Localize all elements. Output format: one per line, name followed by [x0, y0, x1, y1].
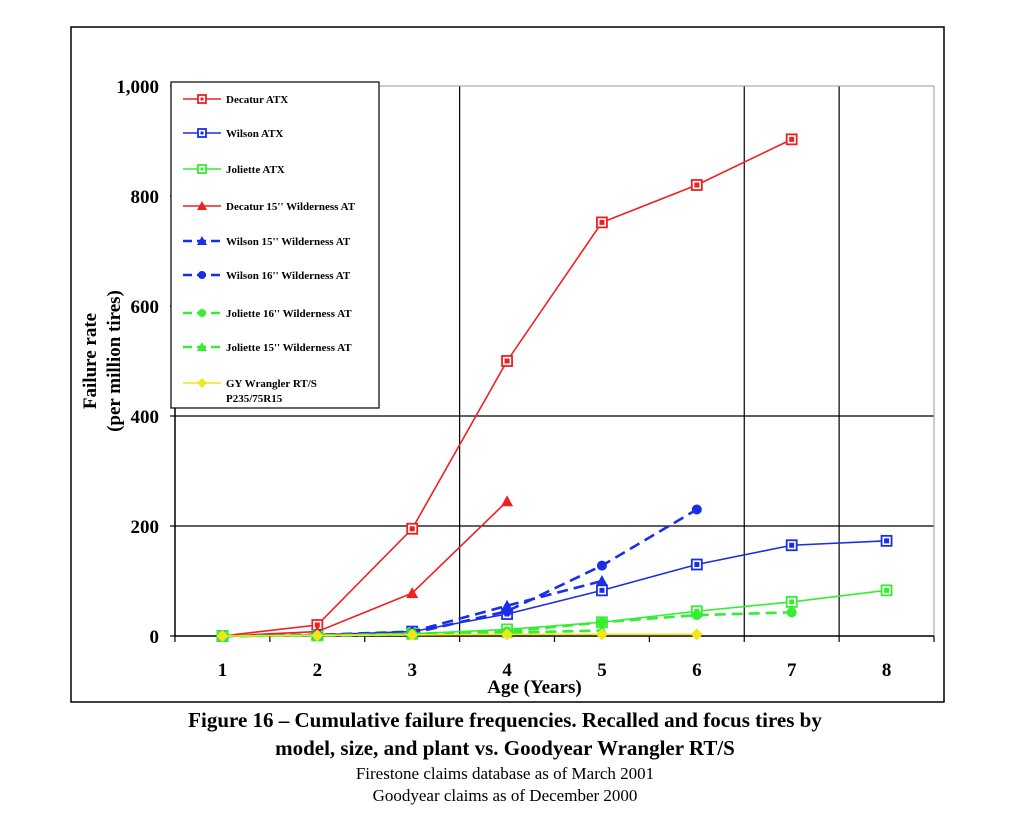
- data-point-core: [409, 526, 415, 532]
- data-point-core: [314, 622, 320, 628]
- legend-swatch-marker-core: [200, 97, 204, 101]
- series-line: [222, 500, 508, 637]
- legend-label: Wilson ATX: [226, 128, 283, 140]
- data-point-core: [504, 358, 510, 364]
- data-point-core: [599, 219, 605, 225]
- legend-label: Wilson 16'' Wilderness AT: [226, 270, 351, 282]
- data-point-core: [884, 587, 890, 593]
- figure-note-goodyear: Goodyear claims as of December 2000: [372, 786, 638, 805]
- data-point-core: [694, 182, 700, 188]
- gridlines: [175, 86, 934, 636]
- figure-title-line1: Figure 16 – Cumulative failure frequenci…: [188, 708, 822, 732]
- legend-swatch-marker: [198, 271, 206, 279]
- legend-label-line: Wilson 15'' Wilderness AT: [226, 236, 351, 248]
- series-line: [222, 633, 697, 637]
- chart-outer-frame: [70, 26, 945, 703]
- data-point-core: [694, 562, 700, 567]
- data-point: [691, 610, 702, 621]
- data-point: [596, 560, 607, 571]
- data-point-core: [789, 599, 795, 605]
- data-point-core: [599, 587, 605, 593]
- data-point: [502, 606, 513, 617]
- data-point: [595, 628, 608, 641]
- legend-label-line: Joliette ATX: [226, 164, 285, 176]
- legend-label-line: Joliette 16'' Wilderness AT: [226, 308, 352, 320]
- series-lines: [216, 133, 893, 642]
- legend-label: Joliette 16'' Wilderness AT: [226, 308, 352, 320]
- data-point: [406, 587, 419, 599]
- x-tick-label: 3: [407, 660, 417, 681]
- legend-label-line: Joliette 15'' Wilderness AT: [226, 342, 352, 354]
- legend-label: Wilson 15'' Wilderness AT: [226, 236, 351, 248]
- series-line: [222, 508, 698, 638]
- x-axis-label: Age (Years): [487, 677, 581, 698]
- data-point: [596, 617, 607, 628]
- x-tick-label: 5: [597, 660, 607, 681]
- legend-label-line: Decatur ATX: [226, 94, 288, 106]
- legend-swatch-marker-core: [200, 131, 204, 135]
- x-tick-label: 2: [313, 660, 323, 681]
- data-point: [690, 628, 703, 641]
- series-8: [216, 628, 703, 642]
- y-axis-label-line: Failure rate: [80, 313, 101, 409]
- figure-note-firestone: Firestone claims database as of March 20…: [355, 764, 655, 783]
- legend-swatch-marker: [197, 236, 207, 245]
- x-tick-label: 4: [502, 660, 512, 681]
- x-tick-label: 7: [787, 660, 797, 681]
- data-point: [311, 629, 324, 642]
- y-tick-label: 0: [150, 627, 160, 648]
- x-tick-label: 8: [882, 660, 892, 681]
- data-point: [691, 504, 702, 515]
- legend-label: Joliette 15'' Wilderness AT: [226, 342, 352, 354]
- legend-swatch-marker: [197, 378, 207, 388]
- y-tick-label: 1,000: [116, 77, 159, 98]
- y-tick-label: 200: [131, 517, 160, 538]
- y-tick-label: 400: [131, 407, 160, 428]
- data-point: [216, 630, 229, 642]
- data-point: [406, 628, 419, 641]
- figure-title: Figure 16 – Cumulative failure frequenci…: [0, 706, 1010, 762]
- data-point: [786, 607, 797, 618]
- legend-label-line: Decatur 15'' Wilderness AT: [226, 201, 356, 213]
- data-point-core: [789, 542, 795, 548]
- figure-title-line2: model, size, and plant vs. Goodyear Wran…: [275, 736, 735, 760]
- legend-label: Joliette ATX: [226, 164, 285, 176]
- legend-label-line: Wilson 16'' Wilderness AT: [226, 270, 351, 282]
- legend-label-line: Wilson ATX: [226, 128, 283, 140]
- data-point-core: [789, 136, 795, 142]
- x-tick-label: 1: [218, 660, 228, 681]
- data-point: [501, 628, 514, 641]
- legend-swatch-marker: [198, 309, 206, 317]
- legend-swatch-marker-core: [200, 167, 204, 171]
- y-tick-label: 800: [131, 187, 160, 208]
- data-point: [501, 495, 514, 507]
- legend-label: Decatur 15'' Wilderness AT: [226, 201, 356, 213]
- y-tick-label: 600: [131, 297, 160, 318]
- legend-swatch-marker: [197, 201, 207, 210]
- data-point: [595, 575, 608, 586]
- x-tick-label: 6: [692, 660, 702, 681]
- legend-label: Decatur ATX: [226, 94, 288, 106]
- legend-label-line: P235/75R15: [226, 393, 283, 405]
- y-axis-label-line: (per million tires): [104, 290, 125, 432]
- legend-label-line: GY Wrangler RT/S: [226, 378, 317, 390]
- y-axis-label: Failure rate (per million tires): [80, 290, 125, 432]
- legend: Decatur ATX Wilson ATX Joliette ATX Decatur…: [170, 81, 380, 409]
- legend-label: GY Wrangler RT/S P235/75R15: [226, 378, 317, 405]
- legend-swatch-marker: [197, 342, 207, 351]
- axes: 0 200 400 600 800 1,000 1 2 3 4 5 6 7 8 Age (Years) Fai…: [80, 77, 935, 698]
- data-point-core: [884, 538, 890, 544]
